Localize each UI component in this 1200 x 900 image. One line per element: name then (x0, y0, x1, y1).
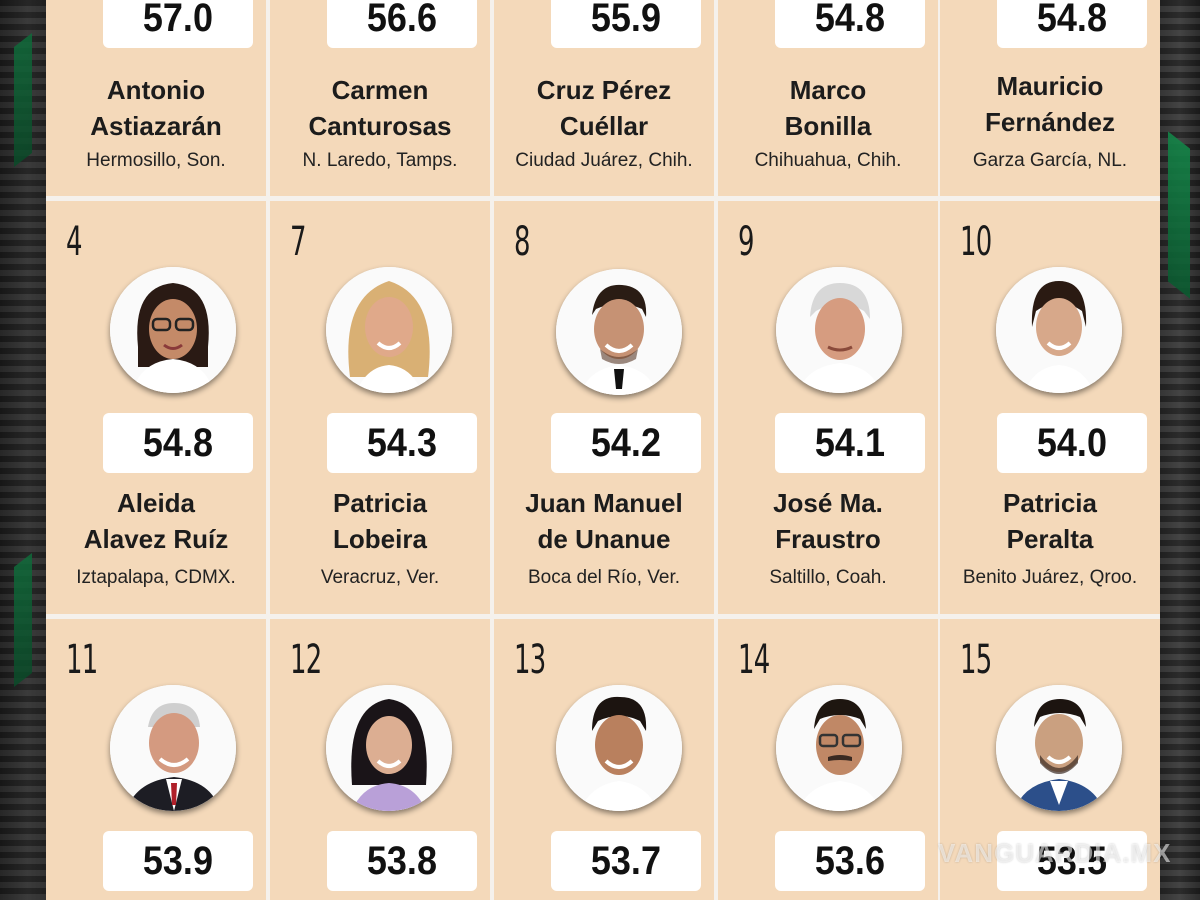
man-beard-photo-icon (996, 685, 1122, 811)
score-box: 54.1 (775, 413, 925, 473)
score-box: 53.7 (551, 831, 701, 891)
score-box: 54.8 (775, 0, 925, 48)
candidate-city: Iztapalapa, CDMX. (76, 567, 236, 588)
older-man-photo-icon (776, 267, 902, 393)
rank-number: 4 (66, 219, 82, 265)
ranking-card: 9 54.1 José Ma. Fraustro Saltillo, Coah. (718, 201, 938, 614)
watermark: VANGUARDIA.MX (938, 838, 1172, 868)
candidate-city: Boca del Río, Ver. (527, 567, 681, 588)
candidate-city: Ciudad Juárez, Chih. (515, 150, 693, 171)
ranking-grid: 57.0 Antonio Astiazarán Hermosillo, Son. … (46, 0, 1160, 900)
left-decorative-border (0, 0, 46, 900)
score-box: 53.8 (327, 831, 477, 891)
candidate-photo (110, 685, 236, 811)
ranking-card: 11 53.9 (46, 619, 266, 900)
score-box: 53.6 (775, 831, 925, 891)
candidate-city: Garza García, NL. (972, 150, 1128, 171)
rank-number: 11 (66, 637, 98, 683)
score-box: 53.5 (997, 831, 1147, 891)
score-box: 53.9 (103, 831, 253, 891)
woman-blonde-photo-icon (326, 267, 452, 393)
rank-number: 8 (514, 219, 530, 265)
candidate-city: N. Laredo, Tamps. (302, 150, 458, 171)
candidate-photo (776, 267, 902, 393)
ranking-card: 56.6 Carmen Canturosas N. Laredo, Tamps. (270, 0, 490, 196)
rank-number: 10 (960, 219, 992, 265)
rank-number: 7 (290, 219, 306, 265)
candidate-name: Cruz Pérez Cuéllar (536, 75, 672, 141)
candidate-name: Juan Manuel de Unanue (525, 488, 683, 554)
rank-number: 12 (290, 637, 322, 683)
candidate-city: Chihuahua, Chih. (754, 150, 902, 171)
man-glasses-photo-icon (776, 685, 902, 811)
ranking-card: 54.8 Marco Bonilla Chihuahua, Chih. (718, 0, 938, 196)
candidate-photo (996, 685, 1122, 811)
score-box: 54.2 (551, 413, 701, 473)
rank-number: 13 (514, 637, 546, 683)
score-box: 55.9 (551, 0, 701, 48)
candidate-city: Saltillo, Coah. (769, 567, 887, 588)
rank-number: 15 (960, 637, 992, 683)
green-stripe-decoration (14, 32, 32, 168)
candidate-name: Patricia Peralta (1003, 488, 1097, 554)
candidate-name: Marco Bonilla (784, 75, 872, 141)
young-man-photo-icon (556, 685, 682, 811)
woman-lilac-photo-icon (326, 685, 452, 811)
candidate-photo (996, 267, 1122, 393)
score-box: 56.6 (327, 0, 477, 48)
score-box: 54.8 (997, 0, 1147, 48)
ranking-card: 12 53.8 (270, 619, 490, 900)
candidate-name: Aleida Alavez Ruíz (83, 488, 229, 554)
ranking-card: 10 54.0 Patricia Peralta Benito Juárez, Q… (940, 201, 1160, 614)
ranking-card: 13 53.7 (494, 619, 714, 900)
ranking-card: 8 54.2 Juan Manuel de Unanue Boca del Río… (494, 201, 714, 614)
candidate-name: Antonio Astiazarán (90, 75, 222, 141)
candidate-name: Carmen Canturosas (308, 75, 452, 141)
candidate-photo (556, 685, 682, 811)
green-stripe-decoration (1168, 131, 1190, 299)
man-tie-photo-icon (556, 269, 682, 395)
ranking-card: 14 53.6 (718, 619, 938, 900)
ranking-card: 4 54.8 Aleida Alavez Ruíz Iztapalapa, CDM… (46, 201, 266, 614)
rank-number: 14 (738, 637, 770, 683)
candidate-name: Mauricio Fernández (984, 71, 1116, 137)
candidate-photo (776, 685, 902, 811)
ranking-card: 7 54.3 Patricia Lobeira Veracruz, Ver. (270, 201, 490, 614)
candidate-city: Hermosillo, Son. (86, 150, 226, 171)
score-box: 54.8 (103, 413, 253, 473)
candidate-photo (110, 267, 236, 393)
candidate-photo (326, 685, 452, 811)
score-box: 57.0 (103, 0, 253, 48)
score-box: 54.0 (997, 413, 1147, 473)
ranking-card: 57.0 Antonio Astiazarán Hermosillo, Son. (46, 0, 266, 196)
candidate-city: Veracruz, Ver. (320, 567, 440, 588)
older-man-suit-photo-icon (110, 685, 236, 811)
woman-dark-hair-photo-icon (996, 267, 1122, 393)
woman-glasses-photo-icon (110, 267, 236, 393)
rank-number: 9 (738, 219, 754, 265)
ranking-card: 15 53.5 (940, 619, 1160, 900)
score-box: 54.3 (327, 413, 477, 473)
candidate-city: Benito Juárez, Qroo. (962, 567, 1138, 588)
ranking-card: 54.8 Mauricio Fernández Garza García, NL. (940, 0, 1160, 196)
green-stripe-decoration (14, 552, 32, 688)
right-decorative-border (1160, 0, 1200, 900)
candidate-photo (556, 269, 682, 395)
candidate-name: Patricia Lobeira (333, 488, 427, 554)
ranking-card: 55.9 Cruz Pérez Cuéllar Ciudad Juárez, Ch… (494, 0, 714, 196)
candidate-name: José Ma. Fraustro (773, 488, 883, 554)
candidate-photo (326, 267, 452, 393)
